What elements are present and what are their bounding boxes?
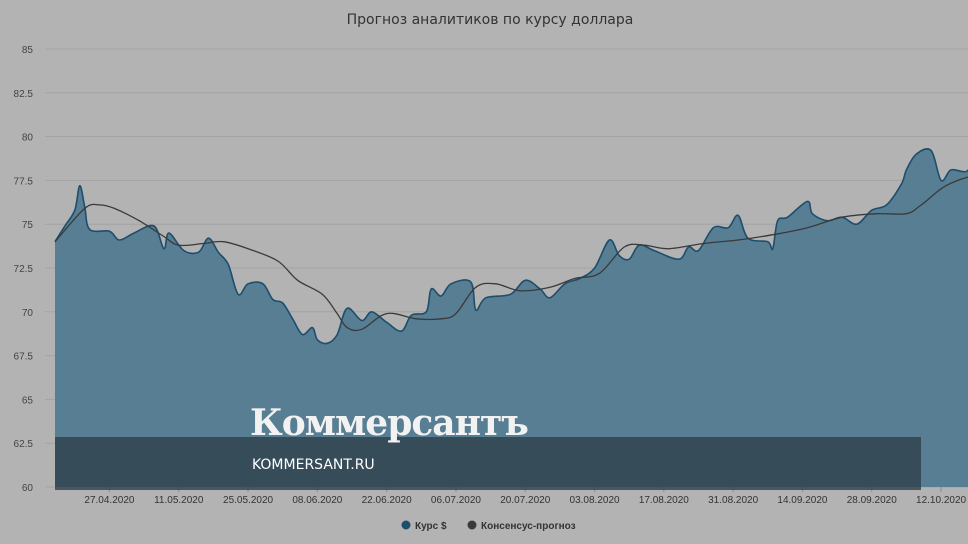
x-tick-label: 08.06.2020: [292, 495, 342, 506]
x-tick-label: 14.09.2020: [777, 495, 827, 506]
x-tick-label: 27.04.2020: [84, 495, 134, 506]
y-tick-label: 72.5: [14, 264, 34, 275]
legend-marker-1: [467, 520, 477, 530]
x-tick-label: 28.09.2020: [847, 495, 897, 506]
x-tick-label: 22.06.2020: [362, 495, 412, 506]
y-tick-label: 80: [22, 133, 34, 144]
chart-title: Прогноз аналитиков по курсу доллара: [347, 12, 634, 28]
x-tick-label: 20.07.2020: [500, 495, 550, 506]
y-tick-label: 82.5: [14, 89, 34, 100]
legend-label-0: Курс $: [415, 521, 447, 532]
legend-marker-0: [401, 520, 411, 530]
x-tick-label: 03.08.2020: [570, 495, 620, 506]
kommersant-logo: Коммерсантъ: [250, 402, 529, 444]
legend-label-1: Консенсус-прогноз: [481, 521, 576, 532]
x-tick-label: 17.08.2020: [639, 495, 689, 506]
plot-area: [54, 148, 968, 487]
series-line-1: [54, 176, 968, 332]
x-tick-label: 11.05.2020: [154, 495, 204, 506]
y-tick-label: 60: [22, 483, 34, 494]
series-area-0: [55, 148, 968, 487]
x-tick-label: 12.10.2020: [916, 495, 966, 506]
y-tick-label: 77.5: [14, 176, 34, 187]
y-axis: 85 82.5 80 77.5 75 72.5 70 67.5 65 62.5 60: [14, 45, 34, 494]
watermark-band: [55, 437, 921, 490]
x-tick-label: 25.05.2020: [223, 495, 273, 506]
x-tick-label: 06.07.2020: [431, 495, 481, 506]
y-tick-label: 85: [22, 45, 34, 56]
y-tick-label: 67.5: [14, 352, 34, 363]
y-tick-label: 62.5: [14, 439, 34, 450]
y-tick-label: 75: [22, 220, 34, 231]
y-tick-label: 70: [22, 308, 34, 319]
x-tick-label: 31.08.2020: [708, 495, 758, 506]
y-tick-label: 65: [22, 395, 34, 406]
x-axis: 27.04.2020 11.05.2020 25.05.2020 08.06.2020…: [84, 487, 967, 506]
kommersant-url: KOMMERSANT.RU: [252, 457, 375, 473]
legend: Курс $ Консенсус-прогноз: [401, 520, 576, 532]
